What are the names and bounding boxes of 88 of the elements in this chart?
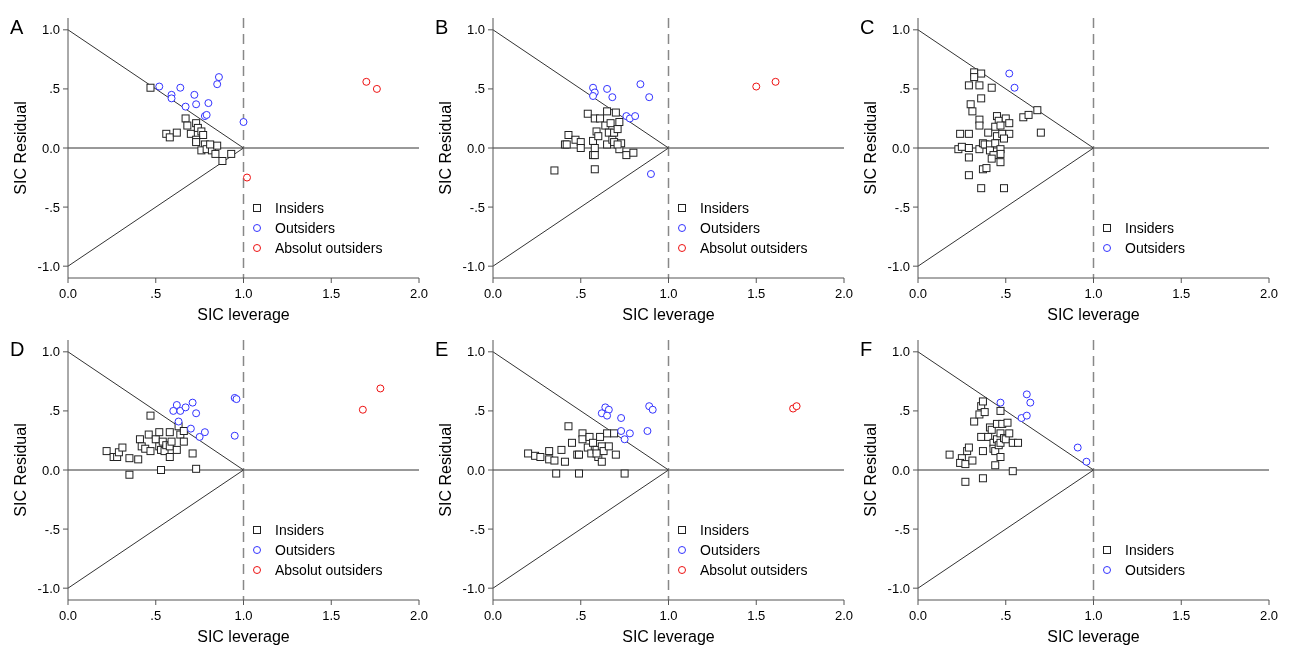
legend-label: Insiders [1125, 220, 1175, 236]
y-tick-label: 0.0 [41, 462, 60, 478]
y-tick-label: .5 [49, 403, 60, 419]
x-tick-label: 2.0 [409, 608, 429, 623]
y-tick-label: -1.0 [462, 580, 485, 596]
y-tick-label: 0.0 [41, 140, 60, 156]
y-tick-label: 0.0 [466, 462, 485, 478]
chart-title: D [10, 338, 25, 360]
chart-title: B [435, 16, 449, 38]
y-axis-title: SIC Residual [862, 423, 879, 517]
y-tick-label: 1.0 [466, 22, 485, 38]
y-axis-title: SIC Residual [437, 101, 454, 195]
chart-title: C [860, 16, 875, 38]
x-axis-title: SIC leverage [197, 628, 290, 645]
legend-label: Insiders [275, 522, 325, 538]
x-tick-label: 1.0 [659, 608, 678, 623]
legend-label: Outsiders [700, 542, 760, 558]
x-tick-label: 2.0 [409, 286, 429, 301]
x-tick-label: 2.0 [834, 608, 854, 623]
x-tick-label: 1.0 [234, 608, 253, 623]
x-tick-label: 2.0 [1259, 608, 1279, 623]
y-tick-label: -.5 [469, 199, 485, 215]
x-tick-label: 1.5 [747, 608, 766, 623]
y-tick-label: -.5 [894, 199, 910, 215]
legend-label: Insiders [275, 200, 325, 216]
x-tick-label: .5 [1000, 286, 1012, 301]
legend-label: Insiders [700, 200, 750, 216]
legend-label: Outsiders [700, 220, 760, 236]
legend-label: Outsiders [275, 220, 335, 236]
legend-label: Outsiders [1125, 562, 1185, 578]
y-axis-title: SIC Residual [862, 101, 879, 195]
y-tick-label: .5 [49, 81, 60, 97]
y-tick-label: -.5 [44, 521, 60, 537]
y-tick-label: -.5 [44, 199, 60, 215]
x-axis-title: SIC leverage [622, 306, 715, 323]
y-tick-label: -1.0 [37, 258, 60, 274]
y-tick-label: 1.0 [41, 22, 60, 38]
legend-label: Absolut outsiders [700, 562, 808, 578]
x-tick-label: 1.0 [659, 286, 678, 301]
x-tick-label: 1.5 [1172, 608, 1191, 623]
x-tick-label: 2.0 [834, 286, 854, 301]
x-tick-label: .5 [575, 286, 587, 301]
y-tick-label: 1.0 [891, 344, 910, 360]
y-tick-label: .5 [899, 81, 910, 97]
y-tick-label: .5 [899, 403, 910, 419]
x-axis-title: SIC leverage [1047, 306, 1140, 323]
y-tick-label: -1.0 [887, 580, 910, 596]
x-tick-label: 2.0 [1259, 286, 1279, 301]
x-axis-title: SIC leverage [197, 306, 290, 323]
y-axis-title: SIC Residual [12, 101, 29, 195]
x-tick-label: .5 [575, 608, 587, 623]
x-tick-label: 1.0 [1084, 286, 1103, 301]
y-tick-label: 1.0 [41, 344, 60, 360]
y-tick-label: -1.0 [37, 580, 60, 596]
legend-label: Outsiders [1125, 240, 1185, 256]
y-tick-label: .5 [474, 403, 485, 419]
x-tick-label: 1.5 [747, 286, 766, 301]
legend-label: Absolut outsiders [275, 562, 383, 578]
legend-label: Insiders [700, 522, 750, 538]
y-tick-label: 1.0 [891, 22, 910, 38]
x-axis-title: SIC leverage [1047, 628, 1140, 645]
y-tick-label: 0.0 [466, 140, 485, 156]
x-tick-label: 1.0 [234, 286, 253, 301]
y-axis-title: SIC Residual [12, 423, 29, 517]
y-tick-label: -.5 [469, 521, 485, 537]
x-axis-title: SIC leverage [622, 628, 715, 645]
chart-title: E [435, 338, 449, 360]
x-tick-label: .5 [150, 608, 162, 623]
y-tick-label: 1.0 [466, 344, 485, 360]
y-tick-label: -1.0 [887, 258, 910, 274]
chart-title: F [860, 338, 873, 360]
legend-label: Insiders [1125, 542, 1175, 558]
y-axis-title: SIC Residual [437, 423, 454, 517]
x-tick-label: 1.0 [1084, 608, 1103, 623]
y-tick-label: 0.0 [891, 462, 910, 478]
x-tick-label: 1.5 [322, 286, 341, 301]
x-tick-label: 1.5 [1172, 286, 1191, 301]
legend-label: Outsiders [275, 542, 335, 558]
legend-label: Absolut outsiders [275, 240, 383, 256]
x-tick-label: 1.5 [322, 608, 341, 623]
chart-title: A [10, 16, 24, 38]
legend-label: Absolut outsiders [700, 240, 808, 256]
y-tick-label: -.5 [894, 521, 910, 537]
x-tick-label: .5 [1000, 608, 1012, 623]
y-tick-label: -1.0 [462, 258, 485, 274]
y-tick-label: .5 [474, 81, 485, 97]
y-tick-label: 0.0 [891, 140, 910, 156]
x-tick-label: .5 [150, 286, 162, 301]
